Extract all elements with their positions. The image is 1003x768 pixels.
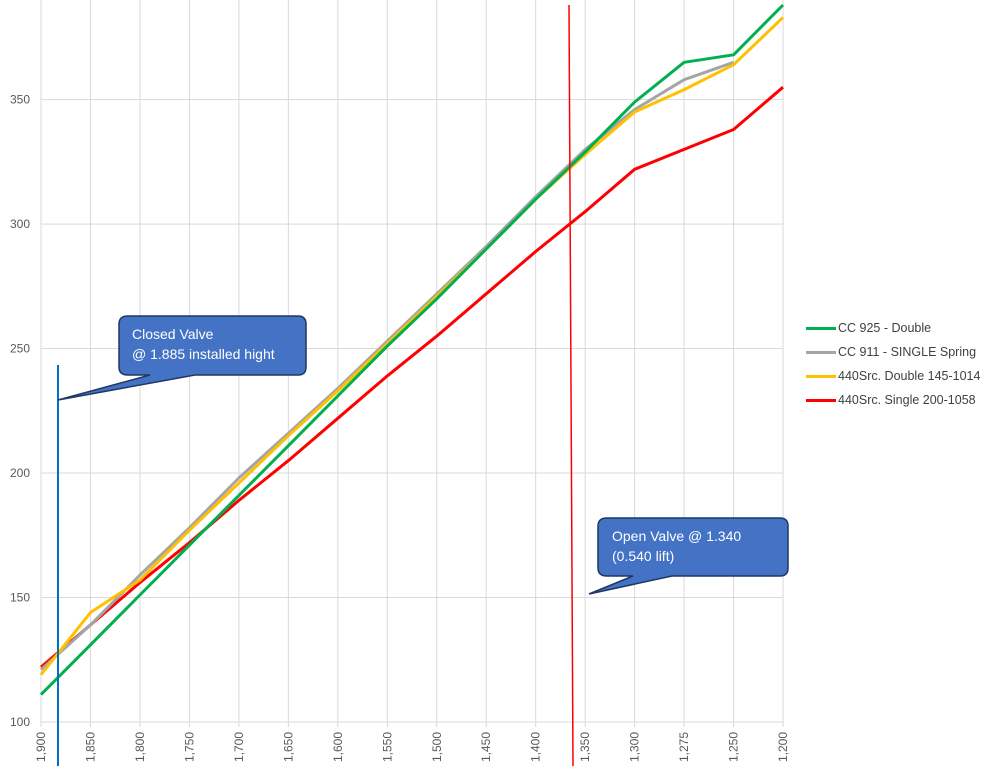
legend-swatch-icon bbox=[806, 326, 836, 330]
x-tick-label: 1,300 bbox=[628, 732, 642, 762]
x-tick-label: 1,550 bbox=[380, 732, 394, 762]
legend-label: 440Src. Double 145-1014 bbox=[838, 369, 981, 383]
y-tick-label: 250 bbox=[10, 342, 30, 356]
x-tick-label: 1,900 bbox=[34, 732, 48, 762]
legend-label: CC 925 - Double bbox=[838, 321, 932, 335]
closed-valve-callout bbox=[57, 315, 307, 401]
closed-valve-callout-line2: @ 1.885 installed hight bbox=[132, 346, 275, 362]
x-tick-label: 1,275 bbox=[677, 732, 691, 762]
closed-valve-callout-text: Closed Valve @ 1.885 installed hight bbox=[132, 324, 275, 364]
x-tick-label: 1,600 bbox=[331, 732, 345, 762]
legend-item: 440Src. Double 145-1014 bbox=[806, 364, 980, 388]
open-valve-callout-line1: Open Valve @ 1.340 bbox=[612, 528, 742, 544]
legend-swatch-icon bbox=[806, 374, 836, 378]
x-tick-label: 1,800 bbox=[133, 732, 147, 762]
y-tick-label: 150 bbox=[10, 591, 30, 605]
series-line-440src-double-145-1014 bbox=[39, 16, 785, 676]
open-valve-marker-line bbox=[568, 4, 574, 767]
x-tick-label: 1,850 bbox=[83, 732, 97, 762]
open-valve-callout bbox=[588, 517, 789, 595]
x-tick-label: 1,500 bbox=[430, 732, 444, 762]
x-tick-label: 1,250 bbox=[727, 732, 741, 762]
x-tick-label: 1,650 bbox=[281, 732, 295, 762]
series-line-440src-single-200-1058 bbox=[40, 86, 784, 669]
series-lines bbox=[39, 3, 785, 696]
y-tick-label: 300 bbox=[10, 217, 30, 231]
open-valve-callout-text: Open Valve @ 1.340 (0.540 lift) bbox=[612, 526, 741, 566]
legend-swatch-icon bbox=[806, 398, 836, 402]
legend-item: CC 911 - SINGLE Spring bbox=[806, 340, 980, 364]
legend-item: CC 925 - Double bbox=[806, 316, 980, 340]
y-axis-ticks: 100 150 200 250 300 350 bbox=[10, 93, 30, 729]
chart-legend: CC 925 - Double CC 911 - SINGLE Spring 4… bbox=[806, 316, 980, 412]
x-tick-label: 1,750 bbox=[182, 732, 196, 762]
legend-label: 440Src. Single 200-1058 bbox=[838, 393, 976, 407]
legend-swatch-icon bbox=[806, 350, 836, 354]
x-tick-label: 1,350 bbox=[578, 732, 592, 762]
series-line-cc-911-single-spring bbox=[39, 60, 735, 671]
open-valve-callout-line2: (0.540 lift) bbox=[612, 548, 675, 564]
x-tick-label: 1,700 bbox=[232, 732, 246, 762]
x-tick-label: 1,400 bbox=[529, 732, 543, 762]
series-line-cc-925-double bbox=[39, 3, 785, 696]
x-axis-ticks: 1,900 1,850 1,800 1,750 1,700 1,650 1,600 1,550… bbox=[34, 732, 790, 762]
legend-label: CC 911 - SINGLE Spring bbox=[838, 345, 977, 359]
x-tick-label: 1,200 bbox=[776, 732, 790, 762]
y-tick-label: 350 bbox=[10, 93, 30, 107]
y-tick-label: 200 bbox=[10, 466, 30, 480]
y-tick-label: 100 bbox=[10, 715, 30, 729]
x-tick-label: 1,450 bbox=[479, 732, 493, 762]
closed-valve-callout-line1: Closed Valve bbox=[132, 326, 214, 342]
legend-item: 440Src. Single 200-1058 bbox=[806, 388, 980, 412]
